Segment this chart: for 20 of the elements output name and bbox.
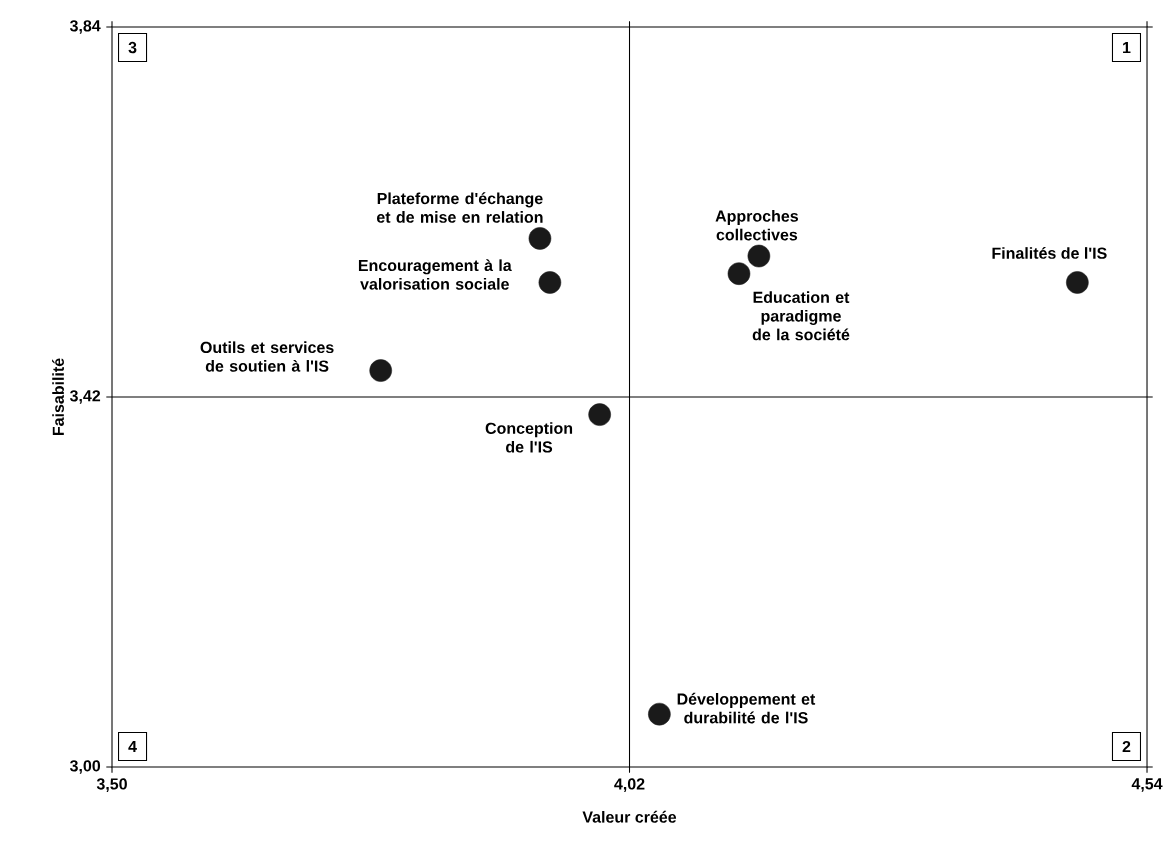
annotation: Encouragement à la valorisation sociale <box>358 259 512 290</box>
y-tick-label: 3,84 <box>69 20 101 34</box>
annotation: Education et paradigme de la société <box>752 291 850 341</box>
annotation: Développement et durabilité de l'IS <box>677 692 816 724</box>
annotation: Plateforme d'échange et de mise en relation <box>376 192 543 223</box>
annotation: Outils et services de soutien à l'IS <box>200 341 334 372</box>
annotation: Finalités de l'IS <box>992 246 1107 259</box>
annotation: Conception de l'IS <box>485 422 573 453</box>
x-tick-label: 4,54 <box>1131 778 1163 792</box>
x-tick-label: 3,50 <box>96 778 127 792</box>
x-axis-title: Valeur créée <box>582 810 677 823</box>
annotation: 4 <box>128 740 137 752</box>
annotation: 2 <box>1122 740 1131 753</box>
annotation: Approches collectives <box>715 210 799 241</box>
x-tick-label: 4,02 <box>614 778 645 792</box>
annotation: 3 <box>128 41 137 54</box>
y-axis-title: Faisabilité <box>52 358 64 436</box>
y-tick-label: 3,00 <box>69 760 101 774</box>
y-tick-label: 3,42 <box>69 390 101 404</box>
annotation: 1 <box>1123 42 1131 54</box>
